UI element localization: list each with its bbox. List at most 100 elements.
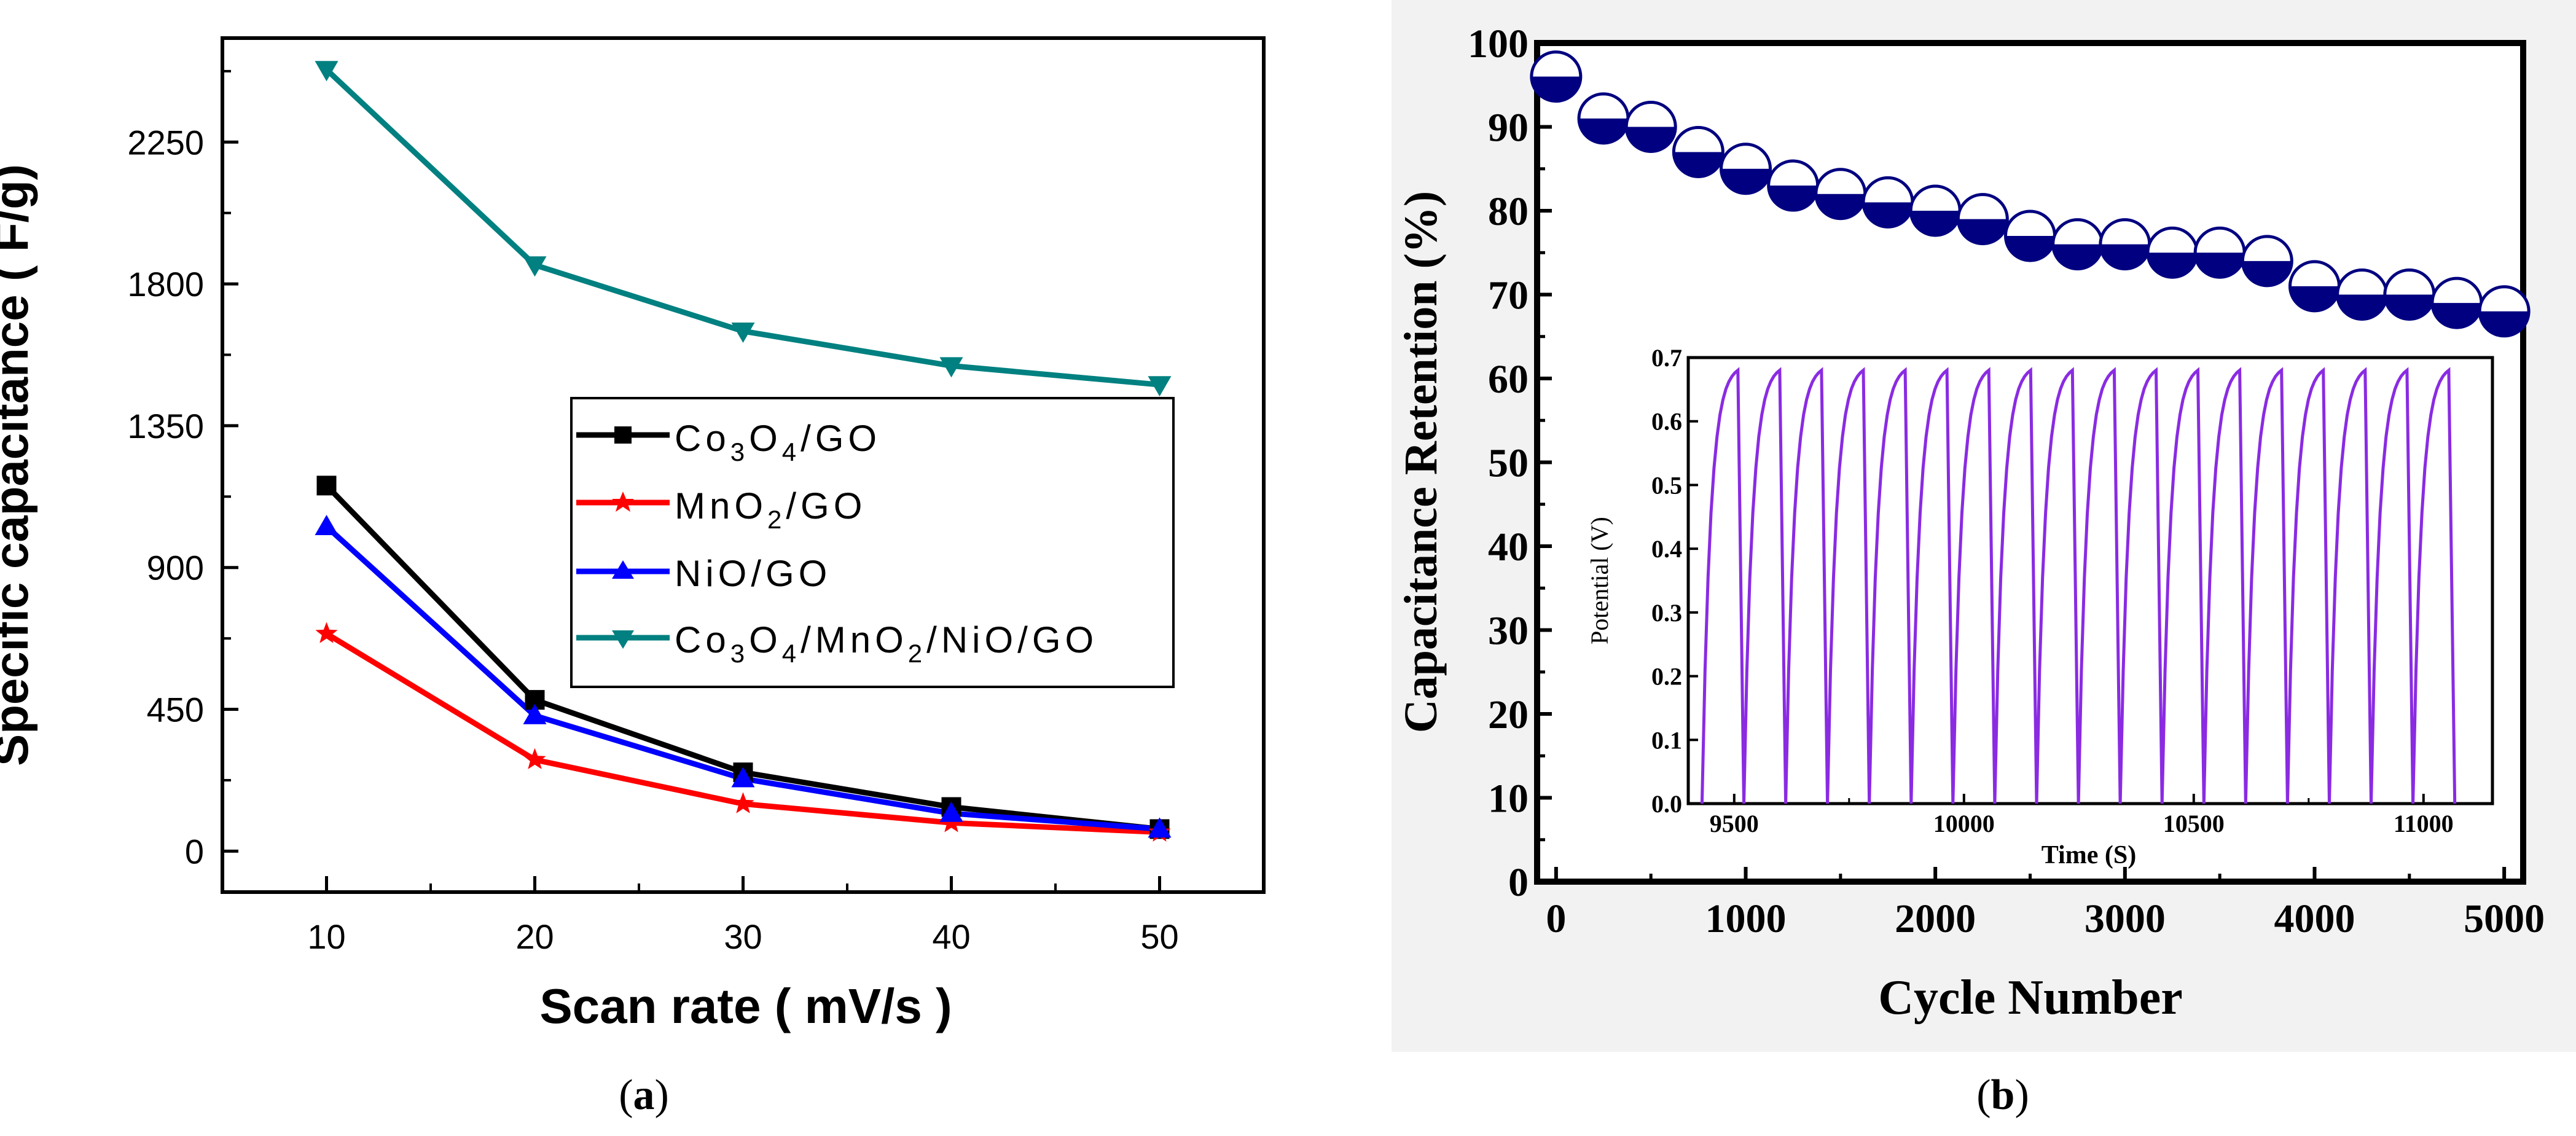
panel-b-x-tick-label: 1000	[1705, 896, 1787, 941]
panel-a-x-tick-label: 50	[1140, 917, 1178, 956]
inset-y-tick-label: 0.3	[1651, 599, 1682, 627]
retention-point-fill	[2195, 253, 2245, 278]
retention-point-fill	[1674, 152, 1723, 177]
retention-point-fill	[1626, 127, 1676, 152]
panel-b-y-tick-label: 90	[1488, 106, 1529, 151]
point-co3o4-mno2-nio-go-x20	[523, 256, 547, 277]
inset-y-tick-label: 0.7	[1651, 344, 1682, 372]
panel-b-ticks: 0 1000 2000 3000 4000 5000 0 10 20 30 40 50 60 70 80 90…	[1468, 22, 2545, 941]
legend-marker-nio-go	[612, 560, 634, 579]
panel-b-data-points	[1530, 50, 2531, 338]
point-nio-go-x50	[1148, 817, 1172, 838]
panel-b-y-tick-label: 100	[1468, 22, 1529, 66]
retention-point-250	[1577, 92, 1630, 145]
retention-point-1000	[1720, 143, 1772, 195]
point-nio-go-x10	[315, 515, 339, 536]
panel-b-y-tick-label: 70	[1488, 273, 1529, 318]
panel-b-y-tick-label: 30	[1488, 609, 1529, 654]
retention-point-500	[1624, 101, 1677, 153]
panel-b-x-tick-label: 2000	[1895, 896, 1976, 941]
retention-point-fill	[1579, 118, 1629, 143]
panel-a-ticks: 10 20 30 40 50 0 450 900 1350 1800 2250	[127, 69, 1265, 956]
retention-point-fill	[2480, 311, 2529, 336]
panel-a-legend: Co3O4/GO MnO2/GO NiO/GO Co3O4/MnO2/NiO/G…	[570, 397, 1175, 688]
retention-point-4000	[2288, 260, 2341, 313]
retention-point-4250	[2336, 268, 2389, 321]
panel-a-y-tick-label: 1350	[127, 407, 204, 445]
point-co3o4-mno2-nio-go-x30	[731, 323, 755, 343]
panel-a-caption-letter: a	[633, 1071, 655, 1119]
legend-marker-co3o4-go	[614, 426, 632, 444]
inset-y-tick-label: 0.4	[1651, 535, 1682, 563]
panel-b-y-axis-label: Capacitance Retention (%)	[1395, 191, 1447, 733]
panel-a-y-tick-label: 0	[185, 832, 204, 871]
panel-b-y-tick-label: 20	[1488, 692, 1529, 737]
panel-b-y-tick-label: 10	[1488, 777, 1529, 821]
inset-x-axis-label: Time (S)	[2042, 841, 2136, 869]
panel-b-chart: 0 1000 2000 3000 4000 5000 0 10 20 30 40 50 60 70 80 90…	[1392, 0, 2576, 1119]
inset-y-tick-label: 0.0	[1651, 790, 1682, 818]
retention-point-1250	[1767, 159, 1820, 212]
panel-a-legend-box	[570, 397, 1175, 688]
panel-b-x-tick-label: 0	[1546, 896, 1566, 941]
retention-point-4750	[2430, 276, 2483, 329]
panel-b-caption-letter: b	[1991, 1071, 2015, 1119]
point-mno2-go-x10	[315, 622, 338, 643]
retention-point-fill	[2100, 244, 2150, 269]
retention-point-fill	[1721, 168, 1771, 194]
inset-y-tick-label: 0.5	[1651, 471, 1682, 499]
inset-y-tick-label: 0.1	[1651, 726, 1682, 754]
point-nio-go-x40	[939, 801, 963, 822]
point-co3o4-mno2-nio-go-x50	[1148, 376, 1172, 397]
retention-point-fill	[2242, 260, 2292, 286]
panel-a-y-axis-label: Specific capacitance ( F/g)	[0, 164, 38, 766]
point-nio-go-x20	[523, 703, 547, 724]
panel-a-caption: (a)	[619, 1071, 669, 1119]
panel-a-x-tick-label: 40	[932, 917, 970, 956]
inset-ticks: 9500 10000 10500 11000 0.0 0.1 0.2 0.3 0.4 0.5 0.6…	[1651, 344, 2454, 837]
retention-point-fill	[2337, 294, 2387, 319]
panel-a-y-tick-label: 1800	[127, 265, 204, 304]
retention-point-fill	[1911, 211, 1960, 235]
panel-a-y-tick-label: 2250	[127, 123, 204, 162]
retention-point-0	[1530, 50, 1583, 103]
panel-b-y-tick-label: 80	[1488, 189, 1529, 234]
retention-point-fill	[1863, 202, 1913, 227]
retention-point-4500	[2383, 268, 2436, 321]
panel-a-y-tick-label: 450	[147, 691, 204, 729]
retention-point-2250	[1956, 193, 2009, 246]
legend-label-nio-go: NiO/GO	[675, 553, 831, 594]
panel-a-x-tick-label: 20	[515, 917, 554, 956]
point-co3o4-mno2-nio-go-x10	[315, 61, 339, 82]
point-mno2-go-x20	[523, 748, 546, 769]
panel-a-y-tick-label: 900	[147, 549, 204, 587]
retention-point-fill	[1531, 76, 1581, 101]
retention-point-3000	[2099, 218, 2151, 271]
point-nio-go-x30	[731, 767, 755, 788]
panel-b-inset: 9500 10000 10500 11000 0.0 0.1 0.2 0.3 0.4 0.5 0.6…	[1586, 344, 2494, 869]
panel-b-caption: (b)	[1976, 1071, 2029, 1119]
retention-point-3750	[2241, 235, 2293, 288]
inset-x-tick-label: 10000	[1933, 810, 1995, 837]
retention-point-fill	[2053, 244, 2102, 269]
retention-point-5000	[2478, 285, 2531, 338]
panel-b-y-tick-label: 50	[1488, 441, 1529, 486]
retention-point-fill	[1958, 219, 2008, 244]
inset-y-tick-label: 0.2	[1651, 663, 1682, 691]
legend-marker-composite	[612, 630, 634, 649]
panel-b-x-tick-label: 4000	[2274, 896, 2355, 941]
retention-point-fill	[2147, 253, 2197, 278]
panel-b-y-tick-label: 60	[1488, 357, 1529, 402]
panel-a-series-markers	[315, 61, 1172, 842]
retention-point-2750	[2051, 218, 2104, 271]
panel-a-chart: 10 20 30 40 50 0 450 900 1350 1800 2250 Specific c…	[0, 36, 1266, 1119]
panel-b-y-tick-label: 0	[1508, 860, 1529, 905]
inset-x-tick-label: 10500	[2163, 810, 2225, 837]
retention-point-fill	[1768, 186, 1818, 211]
panel-a-x-tick-label: 10	[307, 917, 345, 956]
panel-b-x-tick-label: 3000	[2085, 896, 2166, 941]
retention-point-fill	[2005, 235, 2055, 260]
point-mno2-go-x30	[732, 792, 754, 813]
